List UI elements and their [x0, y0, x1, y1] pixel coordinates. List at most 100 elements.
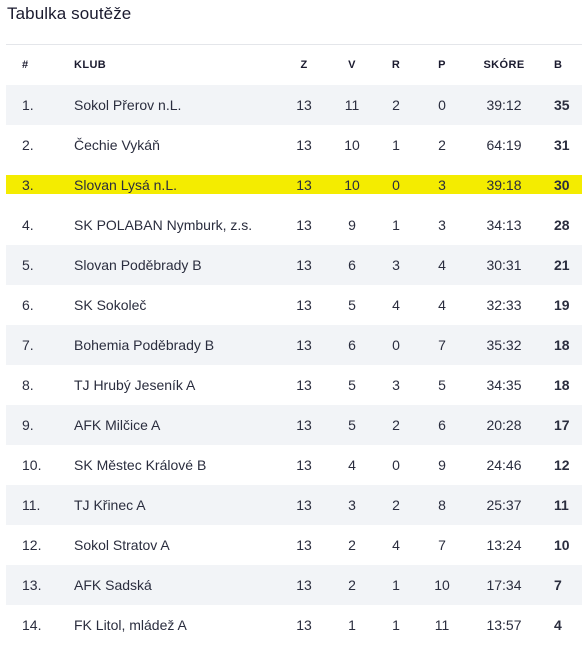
losses-cell: 10	[434, 577, 450, 593]
wins-cell: 3	[348, 497, 356, 513]
played-cell: 13	[296, 297, 312, 313]
rank-cell: 2.	[22, 137, 34, 153]
played-cell: 13	[296, 257, 312, 273]
rank-cell: 11.	[22, 497, 41, 513]
score-cell: 24:46	[486, 457, 522, 473]
played-cell: 13	[296, 577, 312, 593]
wins-cell: 2	[348, 537, 356, 553]
wins-cell: 10	[344, 137, 360, 153]
score-cell: 32:33	[486, 297, 522, 313]
wins-cell: 5	[348, 297, 356, 313]
table-header: # KLUB Z V R P SKÓRE B	[6, 45, 582, 85]
header-r[interactable]: R	[391, 59, 401, 71]
club-link[interactable]: FK Litol, mládež A	[74, 617, 187, 633]
losses-cell: 2	[438, 137, 446, 153]
points-cell: 19	[554, 297, 570, 313]
table-row[interactable]: 9. AFK Milčice A 13 5 2 6 20:28 17	[6, 405, 582, 445]
rank-cell: 13.	[22, 577, 42, 593]
table-row[interactable]: 2. Čechie Vykáň 13 10 1 2 64:19 31	[6, 125, 582, 165]
losses-cell: 5	[438, 377, 446, 393]
table-row[interactable]: 7. Bohemia Poděbrady B 13 6 0 7 35:32 18	[6, 325, 582, 365]
wins-cell: 10	[344, 177, 360, 193]
points-cell: 21	[554, 257, 570, 273]
losses-cell: 9	[438, 457, 446, 473]
points-cell: 10	[554, 537, 570, 553]
points-cell: 35	[554, 97, 570, 113]
page-title: Tabulka soutěže	[7, 4, 132, 23]
table-row[interactable]: 12. Sokol Stratov A 13 2 4 7 13:24 10	[6, 525, 582, 565]
table-row[interactable]: 13. AFK Sadská 13 2 1 10 17:34 7	[6, 565, 582, 605]
wins-cell: 4	[348, 457, 356, 473]
club-link[interactable]: Slovan Poděbrady B	[74, 257, 202, 273]
draws-cell: 3	[392, 257, 400, 273]
club-link[interactable]: AFK Sadská	[74, 577, 152, 593]
club-link[interactable]: Čechie Vykáň	[74, 137, 160, 153]
draws-cell: 4	[392, 297, 400, 313]
points-cell: 4	[554, 617, 562, 633]
points-cell: 12	[554, 457, 570, 473]
score-cell: 34:13	[486, 217, 522, 233]
header-b[interactable]: B	[554, 59, 563, 71]
rank-cell: 7.	[22, 337, 34, 353]
draws-cell: 1	[392, 577, 400, 593]
club-link[interactable]: Slovan Lysá n.L.	[74, 177, 177, 193]
header-rank: #	[22, 59, 29, 71]
header-v[interactable]: V	[348, 59, 356, 71]
points-cell: 31	[554, 137, 570, 153]
score-cell: 35:32	[486, 337, 522, 353]
score-cell: 39:12	[486, 97, 522, 113]
header-p[interactable]: P	[438, 59, 446, 71]
club-link[interactable]: Bohemia Poděbrady B	[74, 337, 215, 353]
wins-cell: 9	[348, 217, 356, 233]
played-cell: 13	[296, 417, 312, 433]
played-cell: 13	[296, 177, 312, 193]
standings-table: # KLUB Z V R P SKÓRE B 1. Sokol Přerov n.…	[6, 44, 582, 645]
wins-cell: 1	[348, 617, 356, 633]
rank-cell: 3.	[22, 177, 34, 193]
losses-cell: 3	[438, 217, 446, 233]
draws-cell: 2	[392, 417, 400, 433]
club-link[interactable]: SK POLABAN Nymburk, z.s.	[74, 217, 253, 233]
club-link[interactable]: SK Městec Králové B	[74, 457, 207, 473]
header-club[interactable]: KLUB	[74, 59, 107, 71]
score-cell: 30:31	[486, 257, 522, 273]
table-row[interactable]: 6. SK Sokoleč 13 5 4 4 32:33 19	[6, 285, 582, 325]
played-cell: 13	[296, 137, 312, 153]
club-link[interactable]: SK Sokoleč	[74, 297, 147, 313]
club-link[interactable]: TJ Hrubý Jeseník A	[74, 377, 196, 393]
score-cell: 13:57	[486, 617, 522, 633]
losses-cell: 0	[438, 97, 446, 113]
club-link[interactable]: AFK Milčice A	[74, 417, 161, 433]
table-row[interactable]: 4. SK POLABAN Nymburk, z.s. 13 9 1 3 34:13 28	[6, 205, 582, 245]
score-cell: 64:19	[486, 137, 522, 153]
table-row[interactable]: 11. TJ Křinec A 13 3 2 8 25:37 11	[6, 485, 582, 525]
draws-cell: 1	[392, 137, 400, 153]
losses-cell: 8	[438, 497, 446, 513]
club-link[interactable]: TJ Křinec A	[74, 497, 146, 513]
losses-cell: 4	[438, 297, 446, 313]
table-row[interactable]: 14. FK Litol, mládež A 13 1 1 11 13:57 4	[6, 605, 582, 645]
losses-cell: 7	[438, 537, 446, 553]
played-cell: 13	[296, 97, 312, 113]
table-row[interactable]: 10. SK Městec Králové B 13 4 0 9 24:46 12	[6, 445, 582, 485]
header-score[interactable]: SKÓRE	[483, 59, 525, 71]
rank-cell: 1.	[22, 97, 34, 113]
rank-cell: 4.	[22, 217, 34, 233]
score-cell: 17:34	[486, 577, 522, 593]
header-z[interactable]: Z	[300, 59, 308, 71]
club-link[interactable]: Sokol Přerov n.L.	[74, 97, 182, 113]
rank-cell: 9.	[22, 417, 34, 433]
played-cell: 13	[296, 377, 312, 393]
table-row[interactable]: 1. Sokol Přerov n.L. 13 11 2 0 39:12 35	[6, 85, 582, 125]
score-cell: 13:24	[486, 537, 522, 553]
played-cell: 13	[296, 617, 312, 633]
table-row[interactable]: 5. Slovan Poděbrady B 13 6 3 4 30:31 21	[6, 245, 582, 285]
played-cell: 13	[296, 537, 312, 553]
rank-cell: 10.	[22, 457, 42, 473]
table-row[interactable]: 8. TJ Hrubý Jeseník A 13 5 3 5 34:35 18	[6, 365, 582, 405]
draws-cell: 0	[392, 457, 400, 473]
club-link[interactable]: Sokol Stratov A	[74, 537, 170, 553]
rank-cell: 14.	[22, 617, 42, 633]
table-row-highlighted[interactable]: 3. Slovan Lysá n.L. 13 10 0 3 39:18 30	[6, 165, 582, 205]
points-cell: 18	[554, 377, 570, 393]
